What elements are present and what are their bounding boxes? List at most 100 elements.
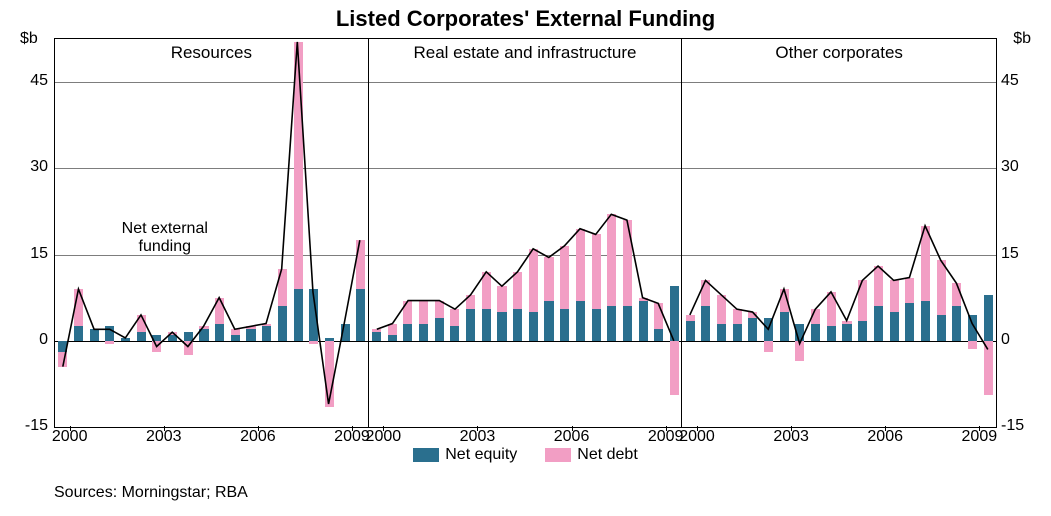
bar-group bbox=[639, 39, 648, 427]
bar-group bbox=[717, 39, 726, 427]
bar-net-debt bbox=[623, 220, 632, 306]
line-annotation: Net externalfunding bbox=[110, 220, 220, 257]
bar-net-debt bbox=[544, 257, 553, 300]
xtick-mark bbox=[979, 426, 980, 431]
bar-net-debt bbox=[780, 289, 789, 312]
bar-net-debt bbox=[654, 303, 663, 329]
bar-group bbox=[466, 39, 475, 427]
bar-group bbox=[278, 39, 287, 427]
chart-area: ResourcesNet externalfundingReal estate … bbox=[54, 38, 997, 428]
bar-net-debt bbox=[733, 309, 742, 323]
ytick-label: 45 bbox=[1001, 72, 1045, 90]
bar-group bbox=[560, 39, 569, 427]
bar-net-equity bbox=[388, 335, 397, 341]
bar-group bbox=[246, 39, 255, 427]
bar-net-debt bbox=[309, 341, 318, 344]
bar-group bbox=[482, 39, 491, 427]
bar-net-equity bbox=[482, 309, 491, 341]
bar-net-debt bbox=[325, 341, 334, 407]
bar-group bbox=[231, 39, 240, 427]
bar-net-equity bbox=[184, 332, 193, 341]
bar-net-debt bbox=[482, 272, 491, 309]
panel-title: Other corporates bbox=[682, 43, 996, 63]
legend-label: Net equity bbox=[445, 446, 517, 463]
ytick-label: 45 bbox=[4, 72, 48, 90]
bar-net-equity bbox=[199, 329, 208, 340]
bar-group bbox=[419, 39, 428, 427]
bar-net-equity bbox=[764, 318, 773, 341]
bar-net-equity bbox=[513, 309, 522, 341]
bar-group bbox=[780, 39, 789, 427]
bar-net-equity bbox=[58, 341, 67, 352]
bar-net-debt bbox=[560, 246, 569, 309]
bar-net-debt bbox=[670, 341, 679, 396]
bar-group bbox=[701, 39, 710, 427]
bar-group bbox=[74, 39, 83, 427]
bar-net-equity bbox=[529, 312, 538, 341]
bar-net-equity bbox=[403, 324, 412, 341]
bar-net-equity bbox=[842, 324, 851, 341]
bar-net-equity bbox=[592, 309, 601, 341]
bar-group bbox=[984, 39, 993, 427]
bar-net-debt bbox=[152, 341, 161, 352]
bar-net-equity bbox=[246, 329, 255, 340]
bar-net-equity bbox=[419, 324, 428, 341]
bar-group bbox=[388, 39, 397, 427]
xtick-mark bbox=[70, 426, 71, 431]
bar-net-debt bbox=[529, 249, 538, 312]
bar-net-debt bbox=[811, 309, 820, 323]
bar-net-debt bbox=[231, 329, 240, 335]
bar-net-equity bbox=[450, 326, 459, 340]
bar-group bbox=[827, 39, 836, 427]
legend-label: Net debt bbox=[577, 446, 637, 463]
xtick-mark bbox=[572, 426, 573, 431]
bar-net-debt bbox=[764, 341, 773, 352]
bar-net-equity bbox=[921, 301, 930, 341]
legend-swatch bbox=[413, 448, 439, 462]
bar-net-equity bbox=[105, 326, 114, 340]
xtick-mark bbox=[885, 426, 886, 431]
bar-net-debt bbox=[372, 329, 381, 332]
bar-net-equity bbox=[780, 312, 789, 341]
bar-net-debt bbox=[58, 352, 67, 366]
bar-net-debt bbox=[435, 301, 444, 318]
bar-net-debt bbox=[701, 280, 710, 306]
legend-item: Net debt bbox=[545, 446, 637, 464]
bar-net-debt bbox=[513, 272, 522, 309]
xtick-mark bbox=[697, 426, 698, 431]
bar-group bbox=[811, 39, 820, 427]
bar-group bbox=[262, 39, 271, 427]
bar-net-debt bbox=[592, 234, 601, 309]
panel: Other corporates bbox=[682, 39, 996, 427]
panel: Real estate and infrastructure bbox=[369, 39, 683, 427]
bar-net-debt bbox=[246, 326, 255, 329]
bar-net-equity bbox=[811, 324, 820, 341]
bar-net-equity bbox=[874, 306, 883, 340]
bar-net-debt bbox=[497, 286, 506, 312]
bar-net-equity bbox=[623, 306, 632, 340]
bar-net-equity bbox=[497, 312, 506, 341]
bar-net-debt bbox=[184, 341, 193, 355]
bar-net-equity bbox=[968, 315, 977, 341]
bar-net-debt bbox=[294, 42, 303, 289]
bar-group bbox=[372, 39, 381, 427]
bar-net-equity bbox=[466, 309, 475, 341]
bar-group bbox=[623, 39, 632, 427]
bar-group bbox=[905, 39, 914, 427]
xtick-mark bbox=[383, 426, 384, 431]
bar-net-debt bbox=[262, 324, 271, 327]
bar-net-debt bbox=[388, 324, 397, 335]
bar-net-debt bbox=[356, 240, 365, 289]
bar-net-equity bbox=[278, 306, 287, 340]
y-unit-right: $b bbox=[1013, 30, 1031, 48]
bar-net-debt bbox=[466, 295, 475, 309]
bar-group bbox=[450, 39, 459, 427]
bar-group bbox=[748, 39, 757, 427]
ytick-label: 15 bbox=[4, 245, 48, 263]
bar-net-debt bbox=[890, 280, 899, 312]
bar-net-equity bbox=[262, 326, 271, 340]
bar-group bbox=[58, 39, 67, 427]
bar-net-debt bbox=[937, 260, 946, 315]
bar-net-equity bbox=[215, 324, 224, 341]
bar-net-debt bbox=[827, 292, 836, 326]
